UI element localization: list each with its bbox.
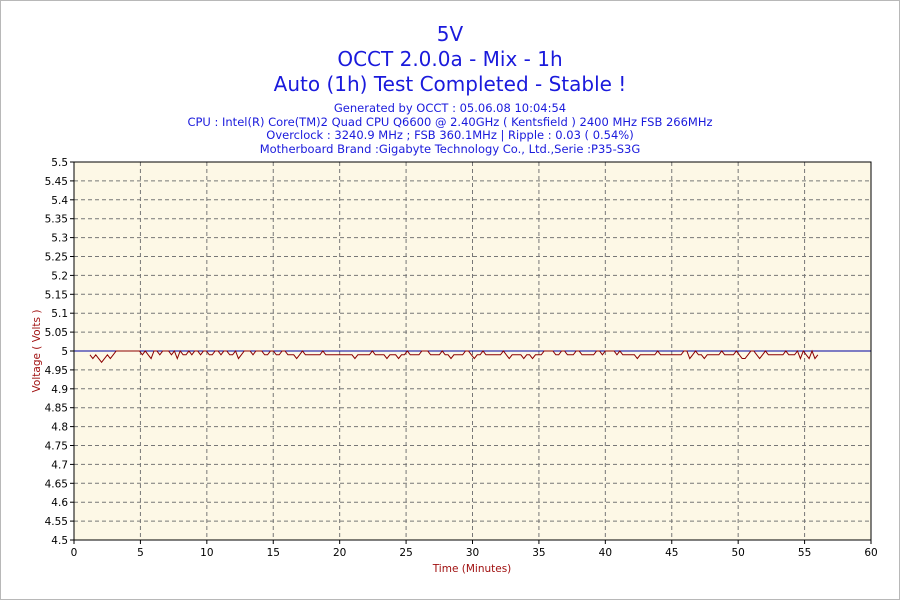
y-tick-label: 5.2 xyxy=(51,270,68,282)
x-tick-label: 40 xyxy=(599,547,612,559)
info-cpu: CPU : Intel(R) Core(TM)2 Quad CPU Q6600 … xyxy=(187,114,713,129)
y-tick-label: 4.65 xyxy=(45,478,68,490)
y-tick-label: 5.45 xyxy=(45,176,68,188)
system-info: Generated by OCCT : 05.06.08 10:04:54 CP… xyxy=(0,101,900,156)
x-tick-label: 55 xyxy=(798,547,811,559)
x-tick-label: 45 xyxy=(665,547,678,559)
y-tick-label: 5 xyxy=(61,346,68,358)
y-tick-label: 5.25 xyxy=(45,252,68,264)
chart-title: 5V xyxy=(436,22,464,46)
y-tick-label: 4.8 xyxy=(51,422,68,434)
x-tick-label: 30 xyxy=(466,547,479,559)
y-tick-label: 4.55 xyxy=(45,516,68,528)
x-tick-label: 15 xyxy=(267,547,280,559)
x-tick-label: 35 xyxy=(532,547,545,559)
chart-subtitle: OCCT 2.0.0a - Mix - 1h xyxy=(337,47,563,71)
x-tick-label: 5 xyxy=(137,547,144,559)
y-axis-ticks: 5.5 5.45 5.4 5.35 5.3 5.25 5.2 5.15 5.1 5.05 5 4.95… xyxy=(45,157,74,547)
y-tick-label: 5.5 xyxy=(51,157,68,169)
y-tick-label: 5.4 xyxy=(51,195,68,207)
y-tick-label: 5.35 xyxy=(45,214,68,226)
x-tick-label: 50 xyxy=(731,547,744,559)
x-axis-ticks: 0 5 10 15 20 25 30 35 40 45 50 55 60 xyxy=(71,540,878,559)
y-tick-label: 4.85 xyxy=(45,403,68,415)
x-tick-label: 60 xyxy=(864,547,877,559)
series-5v-line xyxy=(89,349,819,364)
y-axis-label: Voltage ( Volts ) xyxy=(31,310,43,393)
x-tick-label: 25 xyxy=(399,547,412,559)
y-tick-label: 4.7 xyxy=(51,459,68,471)
y-tick-label: 5.05 xyxy=(45,327,68,339)
plot-border xyxy=(73,161,872,541)
chart-title-block: 5V OCCT 2.0.0a - Mix - 1h Auto (1h) Test… xyxy=(0,22,900,97)
y-tick-label: 4.6 xyxy=(51,497,68,509)
y-tick-label: 5.3 xyxy=(51,233,68,245)
x-axis-label: Time (Minutes) xyxy=(432,563,512,575)
info-generated: Generated by OCCT : 05.06.08 10:04:54 xyxy=(333,101,567,115)
y-tick-label: 4.75 xyxy=(45,441,68,453)
y-tick-label: 4.9 xyxy=(51,384,68,396)
info-motherboard: Motherboard Brand :Gigabyte Technology C… xyxy=(259,141,641,156)
y-tick-label: 4.5 xyxy=(51,535,68,547)
test-status: Auto (1h) Test Completed - Stable ! xyxy=(273,72,627,96)
x-tick-label: 0 xyxy=(71,547,78,559)
x-tick-label: 20 xyxy=(333,547,346,559)
info-overclock: Overclock : 3240.9 MHz ; FSB 360.1MHz | … xyxy=(266,128,634,142)
x-tick-label: 10 xyxy=(200,547,213,559)
y-tick-label: 5.1 xyxy=(51,308,68,320)
y-tick-label: 5.15 xyxy=(45,289,68,301)
y-tick-label: 4.95 xyxy=(45,365,68,377)
